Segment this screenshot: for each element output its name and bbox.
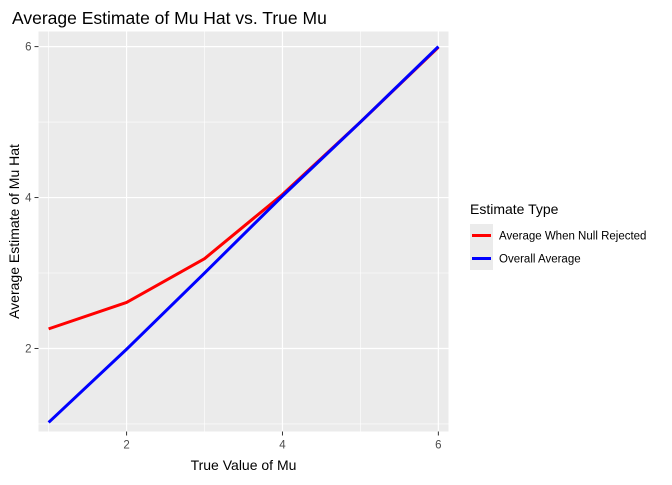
legend: Estimate Type Average When Null Rejected… bbox=[470, 201, 646, 270]
y-tick-label: 2 bbox=[25, 343, 31, 355]
legend-label: Average When Null Rejected bbox=[499, 231, 646, 243]
x-axis-label: True Value of Mu bbox=[191, 457, 297, 473]
y-tick-label: 6 bbox=[25, 42, 31, 54]
grid-minor bbox=[38, 31, 449, 432]
x-axis-ticks: 2 4 6 bbox=[123, 431, 442, 452]
x-tick-label: 6 bbox=[435, 440, 441, 452]
y-axis-label: Average Estimate of Mu Hat bbox=[6, 144, 22, 319]
x-tick-label: 2 bbox=[123, 440, 129, 452]
legend-title: Estimate Type bbox=[470, 201, 559, 217]
legend-items: Average When Null Rejected Overall Averag… bbox=[470, 224, 646, 270]
x-tick-label: 4 bbox=[279, 440, 286, 452]
y-axis-ticks: 2 4 6 bbox=[25, 42, 39, 355]
series-line bbox=[47, 45, 440, 424]
y-tick-label: 4 bbox=[25, 193, 32, 205]
plot-panel bbox=[38, 31, 449, 432]
legend-label: Overall Average bbox=[499, 254, 581, 266]
chart-title: Average Estimate of Mu Hat vs. True Mu bbox=[12, 8, 327, 28]
series-lines bbox=[47, 45, 440, 424]
grid-major bbox=[38, 31, 449, 432]
